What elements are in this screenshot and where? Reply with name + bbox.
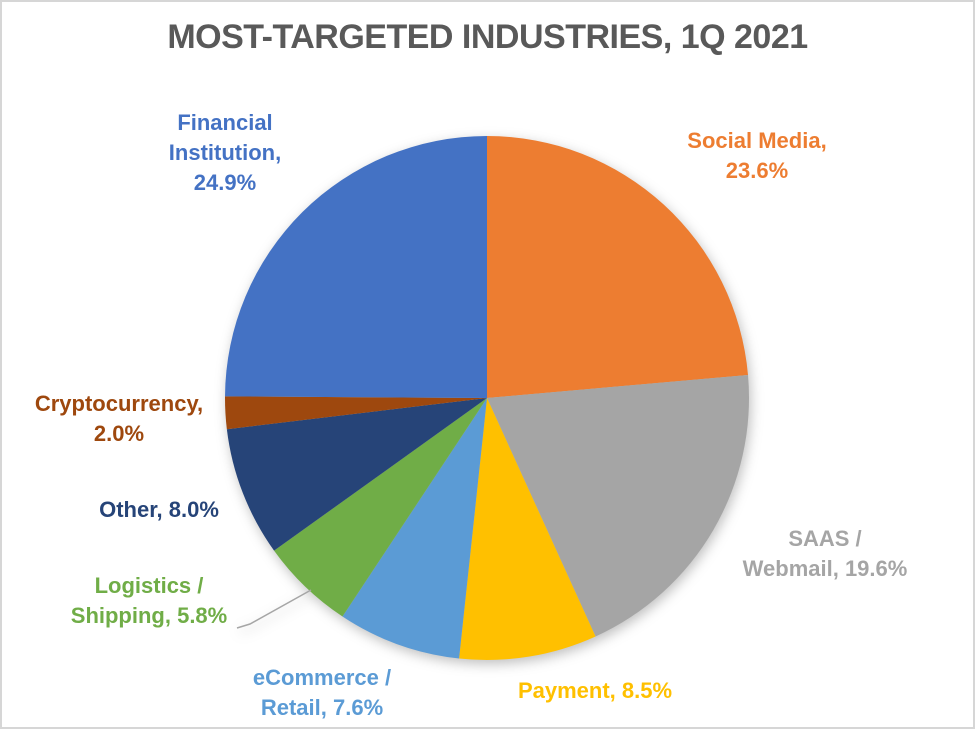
slice-label-line: Other, 8.0% — [99, 497, 219, 522]
slice-label-line: Payment, 8.5% — [517, 678, 673, 703]
slice-label-logistics-shipping: Logistics / Shipping, 5.8% — [29, 571, 269, 631]
slice-label-line: Financial — [177, 110, 273, 135]
slice-label-line: 24.9% — [193, 170, 257, 195]
pie-slice-cryptocurrency — [225, 396, 487, 430]
pie-slice-social-media — [487, 136, 748, 398]
slice-label-ecommerce-retail: eCommerce / Retail, 7.6% — [202, 663, 442, 723]
slice-label-line: Institution, — [168, 140, 282, 165]
pie-slice-ecommerce-retail — [342, 398, 487, 659]
slice-label-line: 23.6% — [725, 158, 789, 183]
slice-label-payment: Payment, 8.5% — [475, 676, 715, 706]
slice-label-cryptocurrency: Cryptocurrency, 2.0% — [2, 389, 239, 449]
slice-label-saas-webmail: SAAS / Webmail, 19.6% — [705, 524, 945, 584]
slice-label-line: Social Media, — [687, 128, 827, 153]
pie-slice-logistics-shipping — [274, 398, 487, 617]
slice-label-line: eCommerce / — [252, 665, 392, 690]
slice-label-line: Cryptocurrency, — [34, 391, 204, 416]
pie-slice-saas-webmail — [487, 374, 750, 637]
leader-line-logistics — [236, 589, 312, 629]
slice-label-line: Logistics / — [94, 573, 204, 598]
pie-slice-payment — [459, 398, 596, 661]
slice-label-social-media: Social Media, 23.6% — [637, 126, 877, 186]
pie-slice-financial-institution — [225, 136, 487, 398]
pie-slice-other — [226, 398, 488, 551]
slice-label-line: Webmail, 19.6% — [742, 556, 908, 581]
chart-title: MOST-TARGETED INDUSTRIES, 1Q 2021 — [167, 18, 808, 56]
slice-label-line: Shipping, 5.8% — [70, 603, 228, 628]
slice-label-line: 2.0% — [93, 421, 145, 446]
slice-label-other: Other, 8.0% — [39, 495, 279, 525]
slice-label-line: Retail, 7.6% — [260, 695, 384, 720]
slice-label-line: SAAS / — [788, 526, 862, 551]
slice-label-financial-institution: Financial Institution, 24.9% — [105, 108, 345, 198]
